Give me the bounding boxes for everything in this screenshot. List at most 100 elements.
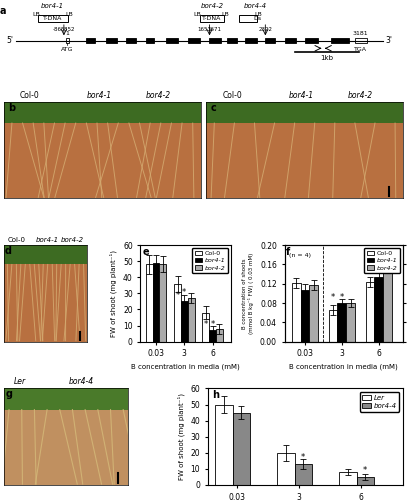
Bar: [285, 38, 296, 44]
Bar: [309, 284, 318, 342]
X-axis label: B concentration in media (mM): B concentration in media (mM): [131, 364, 240, 370]
Bar: [66, 38, 69, 44]
Bar: [365, 282, 374, 342]
Text: Col-0: Col-0: [20, 91, 39, 100]
Bar: [153, 263, 160, 342]
Bar: [166, 38, 178, 44]
Text: f: f: [286, 247, 290, 257]
Bar: [146, 264, 153, 342]
Text: LB: LB: [32, 12, 40, 16]
Bar: [215, 404, 233, 485]
X-axis label: B concentration in media (mM): B concentration in media (mM): [289, 364, 398, 370]
Legend: Col-0, bor4-1, bor4-2: Col-0, bor4-1, bor4-2: [364, 248, 400, 273]
Y-axis label: B concentration of shoots
(mmol B kg⁻¹ FW) ( 0.03 mM): B concentration of shoots (mmol B kg⁻¹ F…: [243, 253, 254, 334]
Bar: [292, 283, 300, 342]
Bar: [374, 278, 383, 342]
Bar: [210, 38, 221, 44]
Bar: [239, 15, 257, 22]
Bar: [160, 264, 166, 342]
Y-axis label: FW of shoot (mg plant⁻¹): FW of shoot (mg plant⁻¹): [177, 393, 185, 480]
Bar: [383, 260, 392, 342]
Bar: [4, 102, 201, 123]
Bar: [199, 15, 224, 22]
Text: Ds: Ds: [253, 16, 261, 21]
Text: bor4-4: bor4-4: [244, 4, 267, 10]
Bar: [233, 412, 250, 485]
Text: LB: LB: [221, 12, 229, 16]
Text: T-DNA: T-DNA: [202, 16, 221, 21]
Text: T-DNA: T-DNA: [43, 16, 62, 21]
Bar: [188, 298, 195, 342]
Bar: [216, 329, 223, 342]
Bar: [4, 388, 128, 409]
Bar: [228, 38, 237, 44]
Text: a: a: [0, 6, 7, 16]
Bar: [174, 284, 181, 342]
Bar: [277, 453, 295, 485]
Bar: [355, 38, 367, 44]
Bar: [346, 303, 355, 342]
Text: ATG: ATG: [61, 47, 74, 52]
Bar: [337, 303, 346, 342]
Bar: [209, 330, 216, 342]
Text: d: d: [5, 246, 12, 256]
Text: Col-0: Col-0: [7, 237, 25, 243]
Text: e: e: [142, 247, 149, 257]
Bar: [181, 302, 188, 342]
Bar: [86, 38, 94, 44]
Text: LB: LB: [255, 12, 263, 16]
Bar: [265, 38, 275, 44]
Text: 1kb: 1kb: [321, 54, 334, 60]
Bar: [4, 245, 87, 264]
Bar: [305, 38, 318, 44]
Text: *: *: [363, 466, 367, 474]
Text: -865: -865: [53, 28, 66, 32]
Text: TGA: TGA: [354, 47, 367, 52]
Text: -852: -852: [62, 28, 75, 32]
Text: c: c: [210, 103, 216, 113]
Text: (n = 4): (n = 4): [289, 252, 311, 258]
Text: bor4-2: bor4-2: [60, 237, 83, 243]
Text: bor4-1: bor4-1: [289, 91, 314, 100]
Text: bor4-2: bor4-2: [200, 4, 223, 10]
Legend: Col-0, bor4-1, bor4-2: Col-0, bor4-1, bor4-2: [192, 248, 228, 273]
Text: Col-0: Col-0: [222, 91, 242, 100]
Bar: [206, 102, 403, 123]
Text: 5': 5': [7, 36, 13, 46]
Text: g: g: [5, 390, 12, 400]
Bar: [202, 312, 209, 342]
Bar: [188, 38, 200, 44]
Text: 1653: 1653: [197, 28, 211, 32]
Text: Ler: Ler: [14, 378, 26, 386]
Bar: [331, 38, 349, 44]
Text: bor4-2: bor4-2: [146, 91, 171, 100]
Text: bor4-4: bor4-4: [69, 378, 94, 386]
Legend: Ler, bor4-4: Ler, bor4-4: [360, 392, 399, 411]
Text: bor4-1: bor4-1: [35, 237, 59, 243]
Text: 2322: 2322: [258, 28, 272, 32]
Text: h: h: [212, 390, 219, 400]
Text: bor4-1: bor4-1: [87, 91, 112, 100]
Y-axis label: FW of shoot (mg plant⁻¹): FW of shoot (mg plant⁻¹): [110, 250, 118, 337]
Bar: [295, 464, 312, 485]
Bar: [126, 38, 136, 44]
Text: 3181: 3181: [352, 31, 368, 36]
Bar: [328, 310, 337, 342]
Text: *: *: [175, 291, 179, 300]
Text: LB: LB: [194, 12, 201, 16]
Text: *: *: [182, 288, 186, 296]
Bar: [357, 477, 374, 485]
Text: bor4-1: bor4-1: [41, 4, 64, 10]
Bar: [106, 38, 117, 44]
Text: *: *: [301, 452, 305, 462]
Text: *: *: [331, 292, 335, 302]
Text: LB: LB: [65, 12, 73, 16]
Text: 1671: 1671: [207, 28, 221, 32]
Bar: [300, 290, 309, 342]
Bar: [339, 472, 357, 485]
Bar: [38, 15, 68, 22]
Text: 1: 1: [66, 31, 70, 36]
Bar: [245, 38, 257, 44]
Text: 3': 3': [385, 36, 392, 46]
Text: bor4-2: bor4-2: [348, 91, 373, 100]
